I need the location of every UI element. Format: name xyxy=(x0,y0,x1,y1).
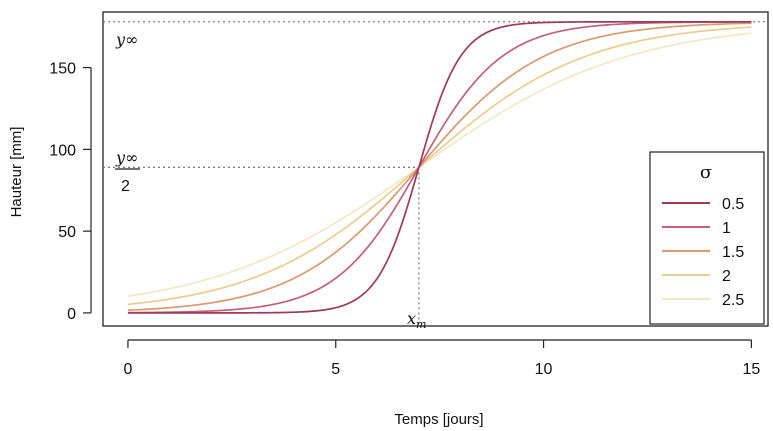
xm-base: x xyxy=(407,309,416,328)
half-denominator-label: 2 xyxy=(121,178,130,195)
series-line-sigma-1-5 xyxy=(127,22,752,312)
x-tick-label: 10 xyxy=(535,361,553,378)
annotations: y∞ y∞ 2 xm xyxy=(115,30,426,331)
legend-label: 2.5 xyxy=(722,292,744,309)
y-tick-label: 0 xyxy=(67,306,76,323)
series-line-sigma-1 xyxy=(127,21,752,314)
legend-label: 2 xyxy=(722,268,731,285)
legend-label: 1.5 xyxy=(722,244,744,261)
y-axis: 0 50 100 150 xyxy=(49,61,92,323)
x-tick-label: 15 xyxy=(742,361,760,378)
series-line-sigma-0-5 xyxy=(127,20,752,314)
x-axis: 0 5 10 15 xyxy=(123,339,760,378)
y-tick-label: 100 xyxy=(49,142,76,159)
y-axis-title: Hauteur [mm] xyxy=(8,127,25,218)
legend-label: 0.5 xyxy=(722,196,744,213)
legend-box xyxy=(649,151,765,325)
series-line-sigma-2-5 xyxy=(127,32,752,298)
series-line-sigma-2 xyxy=(127,26,752,306)
x-axis-title: Temps [jours] xyxy=(394,411,483,428)
series-lines xyxy=(127,20,752,314)
reference-lines xyxy=(103,21,768,326)
legend: σ 0.5 1 1.5 2 2.5 xyxy=(649,151,765,325)
legend-items: 0.5 1 1.5 2 2.5 xyxy=(662,196,744,309)
x-tick-label: 0 xyxy=(123,361,132,378)
legend-title: σ xyxy=(700,162,712,183)
xm-subscript: m xyxy=(416,318,426,331)
legend-label: 1 xyxy=(722,220,731,237)
half-numerator-label: y∞ xyxy=(115,148,138,167)
xm-label: xm xyxy=(407,309,426,331)
plot-frame xyxy=(102,11,769,327)
y-tick-label: 50 xyxy=(58,224,76,241)
y-inf-label: y∞ xyxy=(115,30,138,49)
y-tick-label: 150 xyxy=(49,61,76,78)
x-tick-label: 5 xyxy=(331,361,340,378)
